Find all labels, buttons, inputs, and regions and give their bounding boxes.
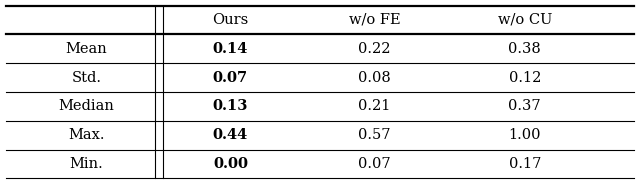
Text: 0.44: 0.44 (212, 128, 248, 142)
Text: 0.21: 0.21 (358, 99, 390, 113)
Text: 0.12: 0.12 (509, 71, 541, 85)
Text: 1.00: 1.00 (509, 128, 541, 142)
Text: Min.: Min. (70, 157, 103, 171)
Text: Mean: Mean (65, 42, 108, 56)
Text: w/o CU: w/o CU (498, 13, 552, 27)
Text: 0.38: 0.38 (508, 42, 541, 56)
Text: 0.22: 0.22 (358, 42, 390, 56)
Text: 0.37: 0.37 (509, 99, 541, 113)
Text: Median: Median (58, 99, 115, 113)
Text: Ours: Ours (212, 13, 248, 27)
Text: 0.57: 0.57 (358, 128, 390, 142)
Text: 0.00: 0.00 (213, 157, 248, 171)
Text: 0.17: 0.17 (509, 157, 541, 171)
Text: 0.13: 0.13 (212, 99, 248, 113)
Text: 0.14: 0.14 (212, 42, 248, 56)
Text: 0.07: 0.07 (358, 157, 390, 171)
Text: Std.: Std. (72, 71, 101, 85)
Text: 0.07: 0.07 (213, 71, 248, 85)
Text: 0.08: 0.08 (358, 71, 391, 85)
Text: w/o FE: w/o FE (349, 13, 400, 27)
Text: Max.: Max. (68, 128, 105, 142)
